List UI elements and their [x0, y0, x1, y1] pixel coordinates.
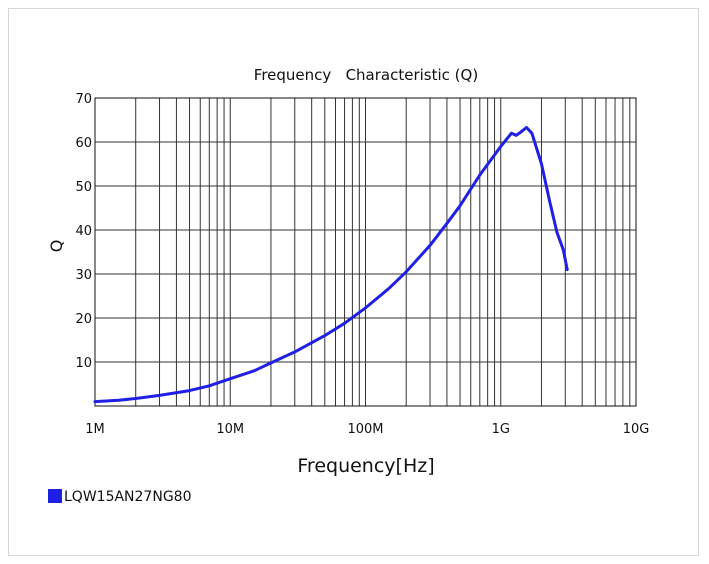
- legend: LQW15AN27NG80: [48, 489, 191, 505]
- x-tick-labels: 1M 10M 100M 1G 10G: [85, 422, 649, 437]
- y-tick-label: 40: [75, 224, 92, 239]
- plot-area: [94, 97, 637, 407]
- y-axis-label: Q: [47, 240, 66, 253]
- x-tick-label: 10M: [216, 422, 244, 437]
- x-tick-label: 1M: [85, 422, 105, 437]
- x-axis-label: Frequency[Hz]: [297, 455, 434, 477]
- x-tick-label: 10G: [623, 422, 650, 437]
- legend-label: LQW15AN27NG80: [64, 489, 191, 505]
- legend-swatch: [48, 489, 62, 503]
- chart-frame: [8, 8, 699, 556]
- y-tick-label: 60: [75, 136, 92, 151]
- x-tick-label: 100M: [347, 422, 383, 437]
- y-tick-label: 70: [75, 92, 92, 107]
- y-tick-label: 50: [75, 180, 92, 195]
- chart-title: Frequency Characteristic (Q): [254, 66, 478, 84]
- y-tick-labels: 10 20 30 40 50 60 70: [75, 92, 92, 371]
- y-tick-label: 10: [75, 356, 92, 371]
- series-line-lqw15an27ng80: [93, 126, 569, 404]
- y-tick-label: 30: [75, 268, 92, 283]
- x-tick-label: 1G: [492, 422, 510, 437]
- grid-lines: [95, 98, 636, 406]
- y-tick-label: 20: [75, 312, 92, 327]
